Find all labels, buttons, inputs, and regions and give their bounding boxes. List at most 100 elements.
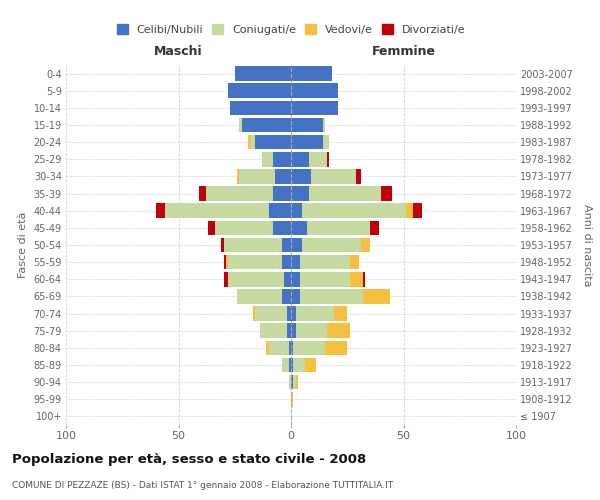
Bar: [293, 340, 325, 355]
Bar: [349, 255, 359, 270]
Bar: [370, 220, 379, 235]
Bar: [361, 238, 370, 252]
Bar: [215, 220, 273, 235]
Bar: [205, 186, 273, 201]
Bar: [291, 392, 293, 406]
Bar: [241, 118, 291, 132]
Bar: [300, 272, 349, 286]
Bar: [239, 118, 241, 132]
Bar: [248, 135, 251, 150]
Bar: [228, 272, 284, 286]
Bar: [291, 186, 309, 201]
Bar: [251, 135, 255, 150]
Bar: [291, 324, 296, 338]
Bar: [237, 289, 282, 304]
Bar: [363, 289, 390, 304]
Bar: [291, 272, 300, 286]
Bar: [309, 186, 381, 201]
Bar: [255, 306, 287, 321]
Bar: [260, 324, 287, 338]
Bar: [239, 169, 275, 184]
Bar: [300, 255, 349, 270]
Bar: [291, 340, 293, 355]
Bar: [311, 169, 356, 184]
Bar: [327, 152, 329, 166]
Bar: [223, 238, 282, 252]
Bar: [221, 238, 223, 252]
Bar: [363, 272, 365, 286]
Bar: [302, 238, 361, 252]
Bar: [289, 375, 291, 390]
Bar: [266, 340, 269, 355]
Bar: [334, 306, 347, 321]
Bar: [291, 152, 309, 166]
Legend: Celibi/Nubili, Coniugati/e, Vedovi/e, Divorziati/e: Celibi/Nubili, Coniugati/e, Vedovi/e, Di…: [116, 24, 466, 34]
Bar: [296, 306, 334, 321]
Bar: [381, 186, 392, 201]
Bar: [228, 84, 291, 98]
Bar: [309, 152, 327, 166]
Bar: [307, 220, 370, 235]
Bar: [282, 255, 291, 270]
Bar: [413, 204, 421, 218]
Bar: [291, 100, 338, 115]
Bar: [262, 152, 273, 166]
Bar: [291, 255, 300, 270]
Bar: [293, 358, 305, 372]
Bar: [291, 358, 293, 372]
Y-axis label: Anni di nascita: Anni di nascita: [583, 204, 592, 286]
Bar: [223, 272, 228, 286]
Bar: [325, 340, 347, 355]
Bar: [269, 340, 289, 355]
Bar: [156, 204, 165, 218]
Bar: [199, 186, 205, 201]
Bar: [291, 169, 311, 184]
Bar: [356, 169, 361, 184]
Bar: [287, 306, 291, 321]
Bar: [253, 306, 255, 321]
Bar: [282, 289, 291, 304]
Bar: [226, 255, 228, 270]
Text: Femmine: Femmine: [371, 45, 436, 58]
Bar: [237, 169, 239, 184]
Bar: [349, 272, 363, 286]
Text: COMUNE DI PEZZAZE (BS) - Dati ISTAT 1° gennaio 2008 - Elaborazione TUTTITALIA.IT: COMUNE DI PEZZAZE (BS) - Dati ISTAT 1° g…: [12, 480, 393, 490]
Bar: [296, 324, 327, 338]
Bar: [291, 375, 293, 390]
Bar: [255, 135, 291, 150]
Bar: [323, 118, 325, 132]
Text: Maschi: Maschi: [154, 45, 203, 58]
Bar: [406, 204, 413, 218]
Bar: [289, 358, 291, 372]
Bar: [300, 289, 363, 304]
Bar: [230, 100, 291, 115]
Bar: [291, 135, 323, 150]
Bar: [291, 289, 300, 304]
Y-axis label: Fasce di età: Fasce di età: [18, 212, 28, 278]
Bar: [273, 186, 291, 201]
Bar: [275, 169, 291, 184]
Bar: [289, 340, 291, 355]
Bar: [291, 306, 296, 321]
Bar: [293, 375, 296, 390]
Bar: [291, 66, 331, 81]
Text: Popolazione per età, sesso e stato civile - 2008: Popolazione per età, sesso e stato civil…: [12, 452, 366, 466]
Bar: [284, 272, 291, 286]
Bar: [296, 375, 298, 390]
Bar: [291, 204, 302, 218]
Bar: [282, 358, 289, 372]
Bar: [327, 324, 349, 338]
Bar: [228, 255, 282, 270]
Bar: [165, 204, 269, 218]
Bar: [223, 255, 226, 270]
Bar: [235, 66, 291, 81]
Bar: [282, 238, 291, 252]
Bar: [208, 220, 215, 235]
Bar: [291, 84, 338, 98]
Bar: [273, 152, 291, 166]
Bar: [302, 204, 406, 218]
Bar: [291, 220, 307, 235]
Bar: [323, 135, 329, 150]
Bar: [269, 204, 291, 218]
Bar: [305, 358, 316, 372]
